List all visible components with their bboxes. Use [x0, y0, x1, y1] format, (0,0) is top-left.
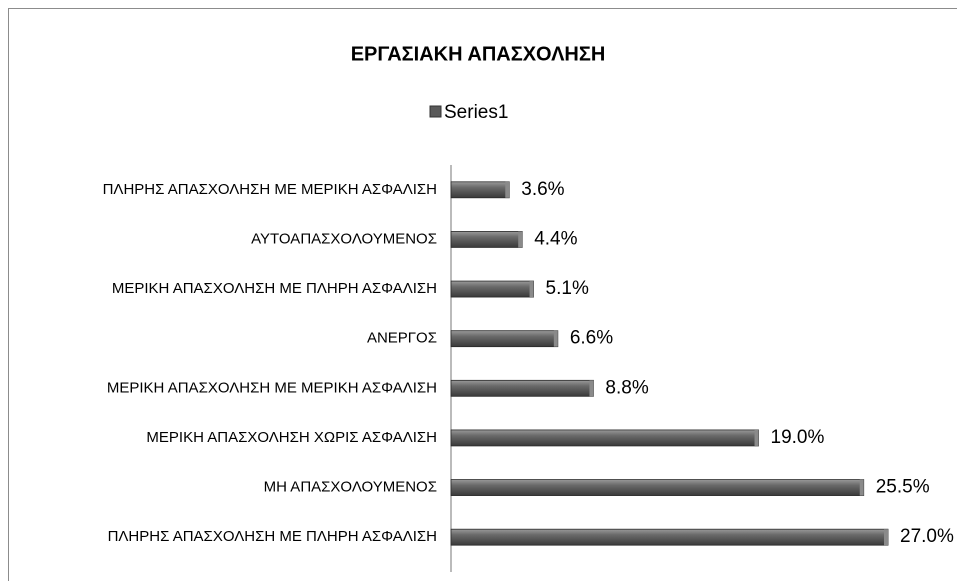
- bar-end: [859, 479, 864, 496]
- data-label: 27.0%: [900, 526, 954, 547]
- y-tick-label: ΠΛΗΡΗΣ ΑΠΑΣΧΟΛΗΣΗ ΜΕ ΠΛΗΡΗ ΑΣΦΑΛΙΣΗ: [108, 528, 437, 545]
- chart-title: ΕΡΓΑΣΙΑΚΗ ΑΠΑΣΧΟΛΗΣΗ: [351, 43, 606, 65]
- bar: [450, 231, 523, 248]
- data-label: 3.6%: [521, 179, 564, 200]
- bar-end: [754, 429, 759, 446]
- y-tick-label: ΜΕΡΙΚΗ ΑΠΑΣΧΟΛΗΣΗ ΜΕ ΜΕΡΙΚΗ ΑΣΦΑΛΙΣΗ: [107, 379, 437, 396]
- bar: [450, 330, 559, 348]
- bar: [450, 280, 534, 298]
- data-label: 5.1%: [546, 278, 589, 299]
- bar: [450, 181, 510, 199]
- data-label: 4.4%: [534, 228, 577, 249]
- y-tick-label: ΑΝΕΡΓΟΣ: [367, 330, 437, 347]
- bar-end: [518, 231, 523, 248]
- bar-end: [505, 181, 510, 198]
- data-label: 8.8%: [605, 377, 648, 398]
- data-label: 25.5%: [876, 477, 930, 498]
- y-tick-label: ΜΗ ΑΠΑΣΧΟΛΟΥΜΕΝΟΣ: [264, 479, 437, 496]
- y-tick-label: ΜΕΡΙΚΗ ΑΠΑΣΧΟΛΗΣΗ ΧΩΡΙΣ ΑΣΦΑΛΙΣΗ: [146, 429, 437, 446]
- bar-end: [884, 529, 888, 546]
- bar: [450, 379, 594, 397]
- bar: [450, 479, 865, 496]
- bar: [450, 429, 759, 447]
- bar-end: [553, 330, 558, 347]
- bar-end: [589, 380, 594, 397]
- data-label: 19.0%: [771, 427, 825, 448]
- data-label: 6.6%: [570, 328, 613, 349]
- legend-label: Series1: [444, 102, 508, 123]
- bar: [450, 528, 889, 546]
- bar-end: [529, 281, 534, 298]
- legend-swatch: [429, 105, 442, 118]
- y-tick-label: ΑΥΤΟΑΠΑΣΧΟΛΟΥΜΕΝΟΣ: [251, 230, 437, 247]
- y-tick-label: ΜΕΡΙΚΗ ΑΠΑΣΧΟΛΗΣΗ ΜΕ ΠΛΗΡΗ ΑΣΦΑΛΙΣΗ: [112, 280, 437, 297]
- y-tick-label: ΠΛΗΡΗΣ ΑΠΑΣΧΟΛΗΣΗ ΜΕ ΜΕΡΙΚΗ ΑΣΦΑΛΙΣΗ: [103, 181, 437, 198]
